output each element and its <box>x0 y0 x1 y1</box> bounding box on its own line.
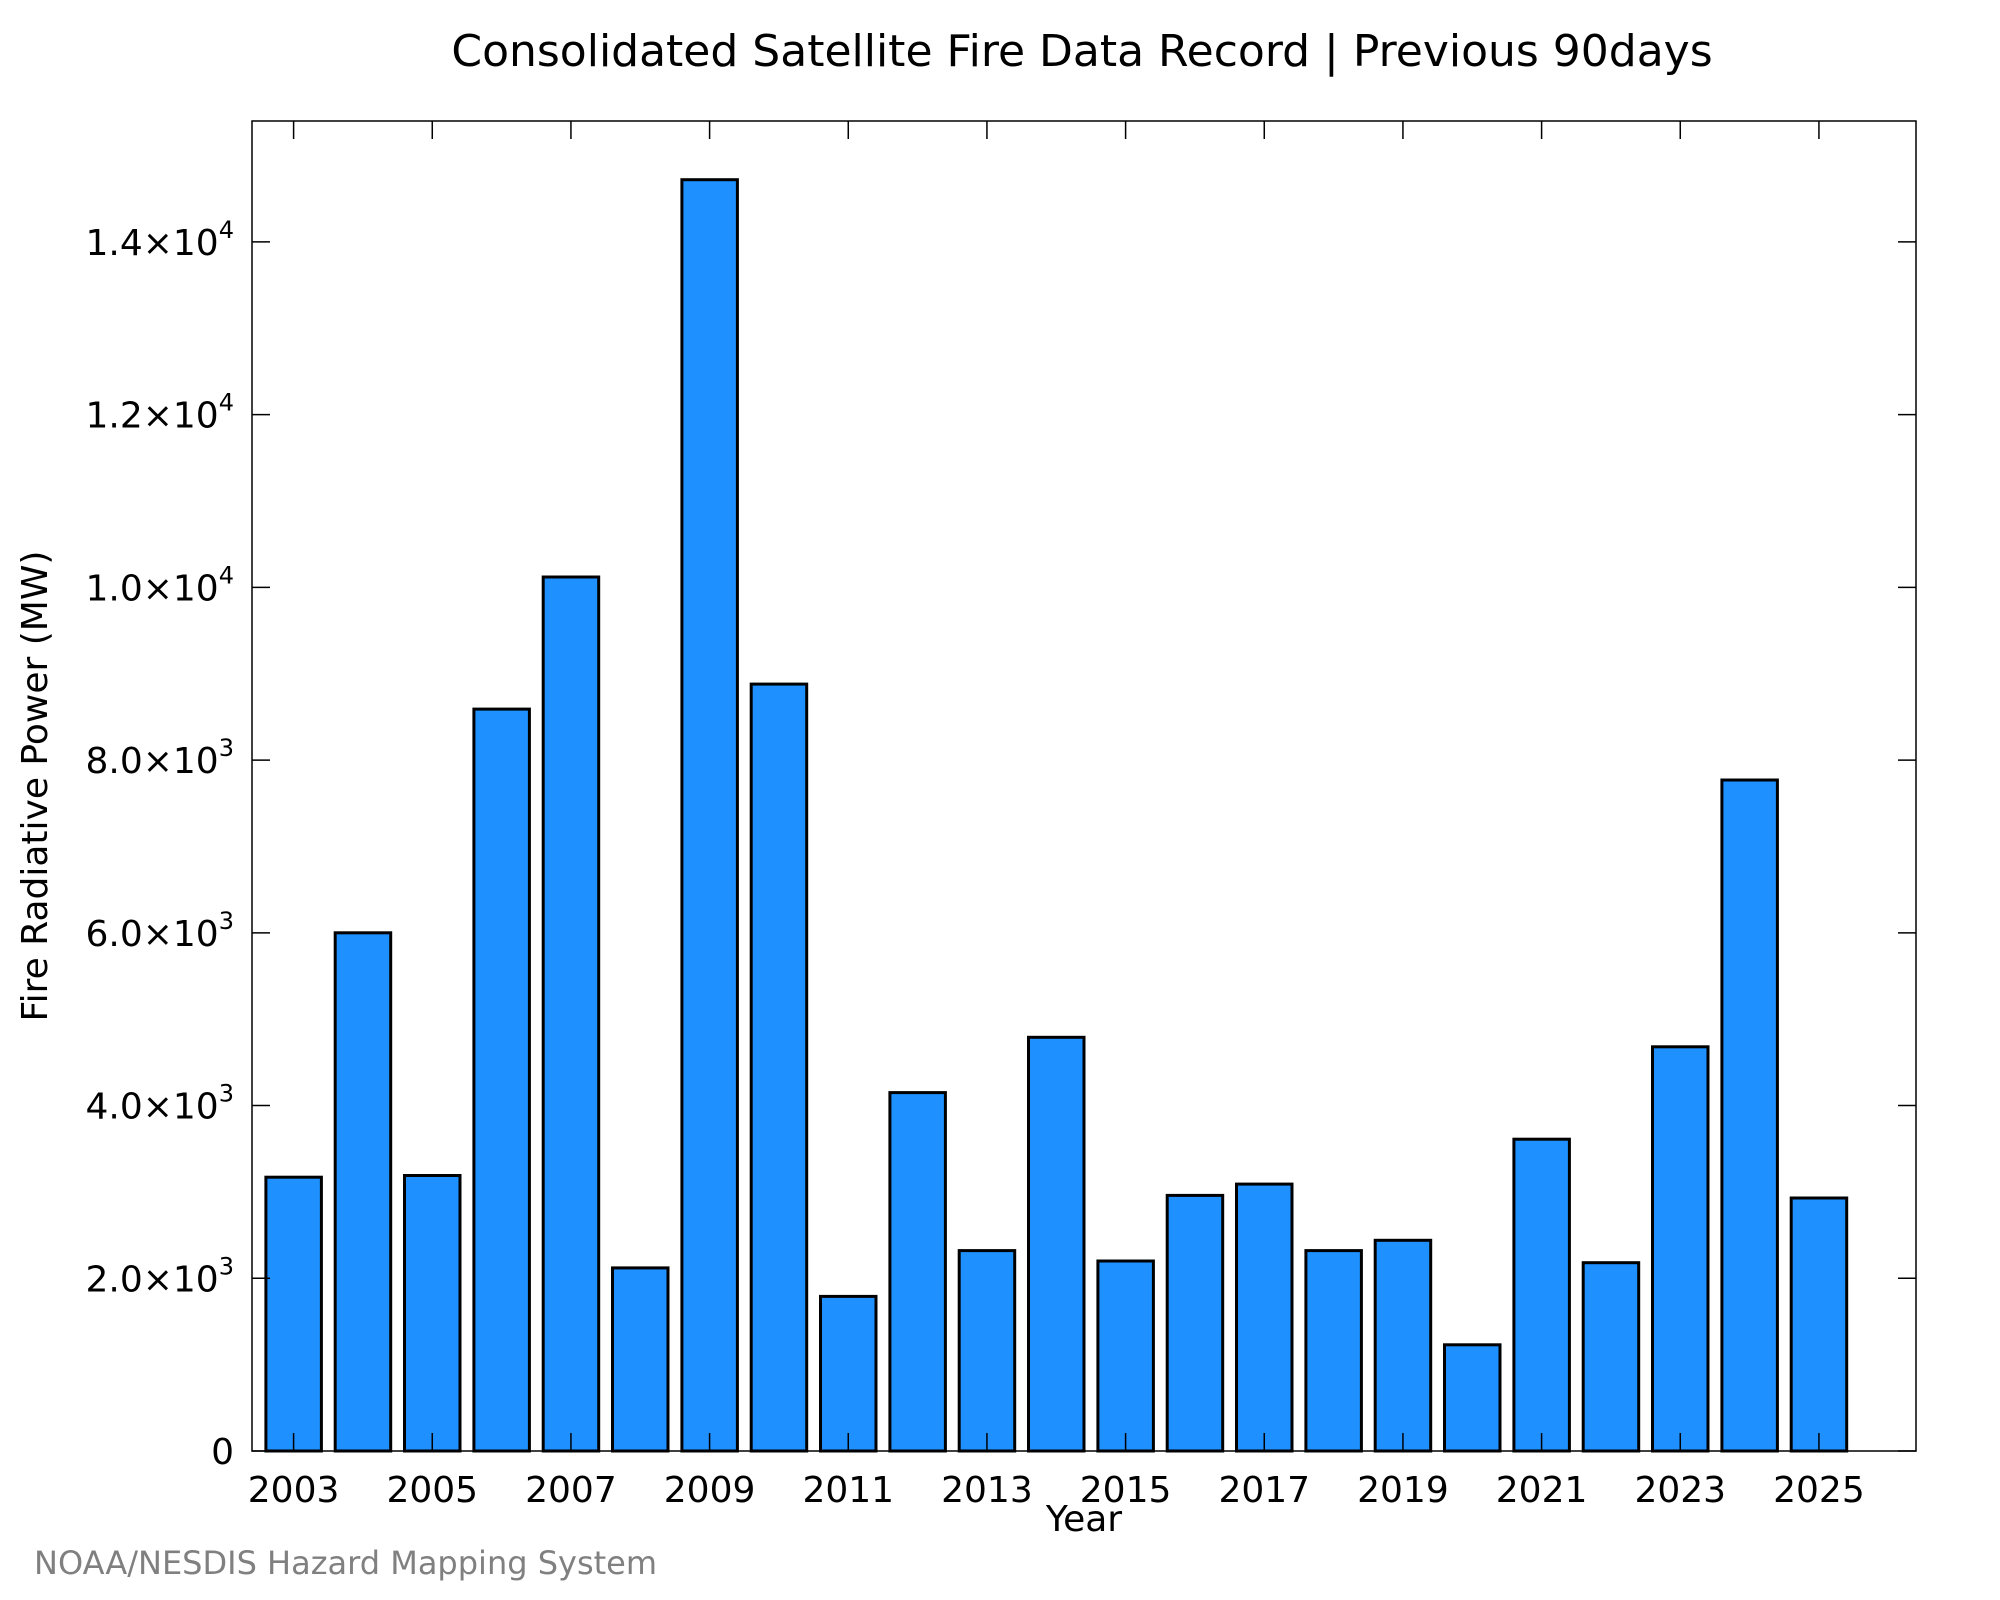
y-tick-label: 0 <box>211 1432 234 1473</box>
plot-frame <box>251 120 1917 1452</box>
bar-2017 <box>1235 1182 1294 1453</box>
bar-2013 <box>957 1249 1017 1453</box>
x-tick-label: 2023 <box>1634 1470 1726 1511</box>
y-tick-label: 2.0×103 <box>85 1252 234 1300</box>
y-axis-label: Fire Radiative Power (MW) <box>15 551 56 1022</box>
bar-2006 <box>472 707 531 1453</box>
bar-2015 <box>1096 1259 1155 1453</box>
bar-2009 <box>680 178 739 1453</box>
bar-2025 <box>1789 1196 1849 1453</box>
y-tick-label: 1.2×104 <box>85 389 234 437</box>
y-axis-ticks: 0 2.0×103 4.0×103 6.0×103 8.0×103 1.0×104 1.2×… <box>85 216 1916 1473</box>
bar-2008 <box>611 1266 670 1453</box>
bar-2014 <box>1027 1035 1086 1453</box>
x-tick-label: 2015 <box>1080 1470 1172 1511</box>
bar-2005 <box>403 1174 462 1453</box>
x-tick-label: 2007 <box>525 1470 617 1511</box>
x-tick-label: 2021 <box>1496 1470 1588 1511</box>
chart-title: Consolidated Satellite Fire Data Record … <box>451 26 1712 77</box>
x-tick-label: 2011 <box>802 1470 894 1511</box>
x-tick-label: 2019 <box>1357 1470 1449 1511</box>
x-tick-label: 2003 <box>248 1470 340 1511</box>
bar-2011 <box>819 1294 878 1453</box>
x-tick-label: 2005 <box>386 1470 478 1511</box>
bar-2016 <box>1165 1193 1225 1453</box>
bar-2003 <box>264 1175 323 1453</box>
credit-text: NOAA/NESDIS Hazard Mapping System <box>34 1544 657 1582</box>
x-tick-label: 2025 <box>1773 1470 1865 1511</box>
bar-2004 <box>333 931 393 1453</box>
y-tick-label: 1.4×104 <box>85 216 234 264</box>
x-tick-label: 2013 <box>941 1470 1033 1511</box>
x-axis-label: Year <box>1045 1499 1122 1540</box>
bar-2020 <box>1443 1343 1502 1453</box>
x-tick-label: 2017 <box>1218 1470 1310 1511</box>
y-tick-label: 6.0×103 <box>85 907 234 955</box>
bar-2022 <box>1581 1261 1641 1453</box>
x-axis-ticks: 2003 2005 2007 2009 2011 2013 2015 2017 2019 2021… <box>248 121 1865 1511</box>
bars-group <box>264 178 1849 1453</box>
bar-2021 <box>1512 1137 1571 1453</box>
bar-2012 <box>888 1091 947 1453</box>
bar-2018 <box>1304 1249 1363 1453</box>
y-tick-label: 4.0×103 <box>85 1080 234 1128</box>
bar-2023 <box>1651 1045 1710 1453</box>
bar-2010 <box>749 682 809 1453</box>
bar-2007 <box>541 575 601 1453</box>
y-tick-label: 8.0×103 <box>85 734 234 782</box>
bar-2024 <box>1720 778 1779 1453</box>
y-tick-label: 1.0×104 <box>85 561 234 609</box>
x-tick-label: 2009 <box>664 1470 756 1511</box>
bar-2019 <box>1373 1238 1433 1453</box>
